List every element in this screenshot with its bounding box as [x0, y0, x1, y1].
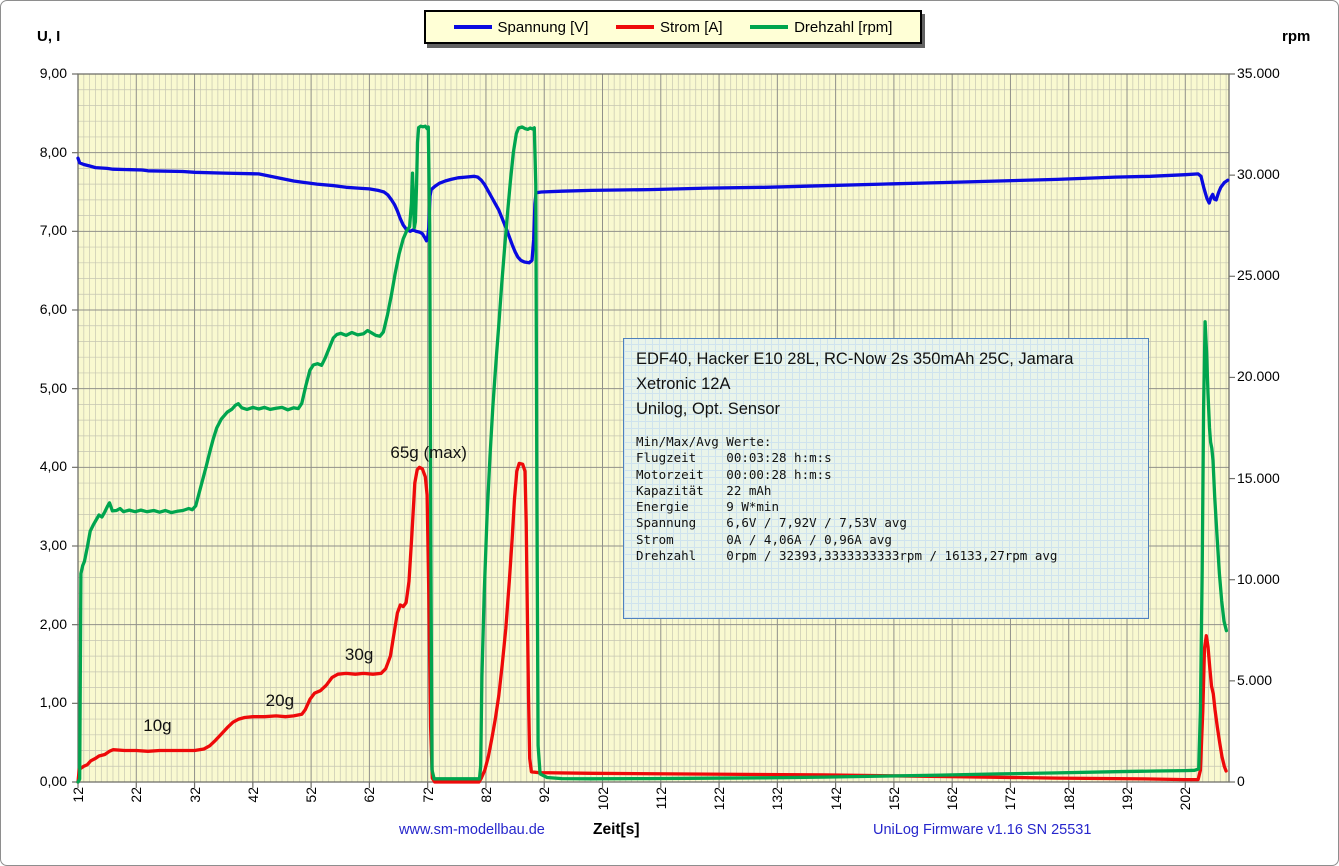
chart-legend[interactable]: Spannung [V] Strom [A] Drehzahl [rpm]: [424, 10, 922, 44]
y-left-tick-label: 3,00: [39, 537, 67, 553]
y-right-tick-label: 15.000: [1237, 469, 1280, 486]
chart-annotation: 30g: [344, 645, 374, 664]
y-left-tick-label: 9,00: [39, 65, 67, 81]
y-left-tick-label: 5,00: [39, 379, 67, 396]
y-left-tick-label: 2,00: [39, 615, 67, 632]
x-tick-label: 112: [652, 787, 669, 810]
x-tick-label: 32: [186, 787, 203, 803]
drehzahl-line-swatch-icon: [750, 25, 789, 29]
y-left-tick-label: 1,00: [39, 694, 67, 711]
x-tick-label: 202: [1177, 787, 1194, 811]
y-left-tick-label: 0,00: [39, 773, 67, 789]
info-title-line: Unilog, Opt. Sensor: [636, 400, 780, 418]
y-right-tick-label: 5.000: [1237, 671, 1273, 688]
y-left-tick-label: 8,00: [39, 143, 67, 160]
footer-firmware-text: UniLog Firmware v1.16 SN 25531: [873, 822, 1092, 838]
x-tick-label: 182: [1060, 787, 1077, 811]
x-tick-label: 52: [303, 787, 320, 803]
x-tick-label: 142: [827, 787, 844, 811]
x-tick-label: 122: [711, 787, 728, 811]
chart-annotation: 65g (max): [390, 442, 467, 462]
y-right-tick-label: 0: [1237, 773, 1245, 789]
x-tick-label: 172: [1002, 787, 1019, 811]
spannung-line-swatch-icon: [453, 25, 492, 29]
strom-line-swatch-icon: [616, 25, 655, 29]
y-right-tick-label: 10.000: [1237, 570, 1280, 587]
x-tick-label: 82: [477, 787, 494, 803]
info-title-line: EDF40, Hacker E10 28L, RC-Now 2s 350mAh …: [636, 350, 1074, 368]
y-left-tick-label: 4,00: [39, 458, 67, 475]
x-tick-label: 72: [419, 787, 436, 803]
series-line-drehzahl: [76, 124, 1229, 784]
info-title-line: Xetronic 12A: [636, 375, 731, 393]
x-tick-label: 12: [70, 787, 86, 803]
y-left-tick-label: 7,00: [39, 222, 67, 239]
legend-item-drehzahl[interactable]: Drehzahl [rpm]: [750, 19, 892, 36]
legend-label-spannung: Spannung [V]: [497, 18, 589, 36]
right-axis-title: rpm: [1282, 28, 1311, 45]
legend-item-strom[interactable]: Strom [A]: [616, 19, 723, 36]
x-tick-label: 42: [244, 787, 261, 803]
y-right-tick-label: 30.000: [1237, 166, 1280, 183]
info-title-block: EDF40, Hacker E10 28L, RC-Now 2s 350mAh …: [636, 347, 1136, 422]
y-right-tick-label: 35.000: [1237, 65, 1280, 81]
series-line-spannung: [76, 156, 1230, 265]
x-tick-label: 132: [769, 787, 786, 811]
y-right-tick-label: 20.000: [1237, 368, 1280, 385]
legend-item-spannung[interactable]: Spannung [V]: [453, 18, 589, 36]
x-axis-title: Zeit[s]: [593, 821, 640, 838]
chart-annotation: 20g: [265, 690, 295, 710]
y-left-tick-label: 6,00: [39, 301, 67, 317]
legend-label-strom: Strom [A]: [660, 18, 723, 36]
series-line-strom: [76, 461, 1228, 784]
x-tick-label: 62: [361, 787, 378, 803]
x-tick-label: 152: [885, 787, 902, 811]
legend-label-drehzahl: Drehzahl [rpm]: [794, 18, 893, 36]
x-tick-label: 22: [128, 787, 145, 803]
chart-annotation: 10g: [143, 715, 172, 735]
x-tick-label: 192: [1119, 787, 1135, 811]
info-text-box[interactable]: EDF40, Hacker E10 28L, RC-Now 2s 350mAh …: [623, 338, 1149, 619]
footer-website-link[interactable]: www.sm-modellbau.de: [399, 822, 545, 838]
x-tick-label: 162: [944, 787, 961, 811]
x-tick-label: 92: [536, 787, 553, 803]
info-stats-block: Min/Max/Avg Werte: Flugzeit 00:03:28 h:m…: [636, 434, 1058, 564]
plot-border: [77, 73, 1230, 783]
y-right-tick-label: 25.000: [1237, 267, 1280, 284]
left-axis-title: U, I: [37, 28, 61, 45]
